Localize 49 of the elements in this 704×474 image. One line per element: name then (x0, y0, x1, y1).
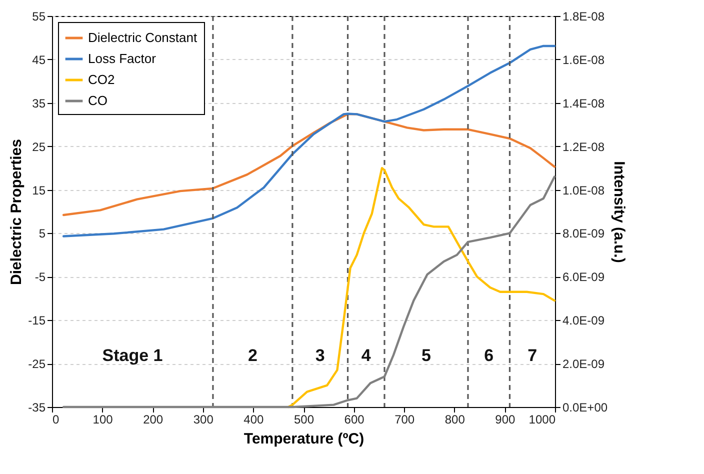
y2-axis-title: Intensity (a.u.) (610, 161, 628, 263)
y-tick-label: 45 (32, 52, 46, 67)
y2-tick-label: 2.0E-09 (562, 357, 605, 372)
y-tick-label: -25 (28, 357, 46, 372)
y-axis-title: Dielectric Properties (8, 139, 26, 285)
x-tick-label: 700 (394, 412, 415, 426)
legend-label: Dielectric Constant (88, 30, 198, 45)
y2-tick-label: 8.0E-09 (562, 226, 605, 241)
legend-label: CO2 (88, 72, 115, 87)
y2-tick-label: 4.0E-09 (562, 314, 605, 328)
annotation: Stage 1 (102, 346, 163, 365)
y-tick-label: 55 (32, 10, 46, 24)
annotation: 6 (484, 346, 494, 365)
x-tick-label: 100 (92, 412, 114, 426)
annotation: 2 (248, 346, 258, 365)
y-tick-label: 25 (32, 140, 46, 154)
x-tick-label: 500 (294, 412, 314, 426)
y2-tick-label: 1.4E-08 (562, 96, 605, 110)
y-tick-label: -5 (34, 270, 46, 284)
line-series (62, 44, 556, 238)
annotation: 5 (422, 346, 431, 365)
x-tick-label: 200 (143, 412, 164, 426)
x-tick-label: 400 (244, 412, 264, 426)
y2-tick-label: 6.0E-09 (562, 270, 605, 284)
legend-label: CO (88, 93, 108, 108)
line-series (62, 176, 556, 408)
y-tick-label: -35 (28, 400, 46, 414)
y2-tick-label: 1.0E-08 (562, 183, 605, 198)
y-tick-label: 5 (38, 226, 46, 241)
line-series (62, 113, 556, 216)
y2-tick-label: 0.0E+00 (562, 400, 608, 414)
annotation: 4 (361, 346, 372, 365)
annotation: 3 (315, 346, 325, 365)
line-series (287, 166, 556, 408)
x-tick-label: 0 (52, 412, 60, 426)
x-tick-label: 800 (444, 412, 466, 426)
y2-tick-label: 1.8E-08 (562, 10, 605, 24)
x-axis-title: Temperature (ºC) (244, 430, 364, 448)
legend-label: Loss Factor (88, 51, 157, 66)
annotation: 7 (528, 346, 538, 365)
y2-tick-label: 1.2E-08 (562, 140, 605, 154)
y-tick-label: 35 (32, 96, 46, 110)
y-tick-label: -15 (28, 314, 46, 328)
x-tick-label: 600 (344, 412, 365, 426)
x-tick-label: 300 (193, 412, 214, 426)
x-tick-label: 900 (495, 412, 516, 426)
x-tick-label: 1000 (528, 412, 556, 426)
y2-tick-label: 1.6E-08 (562, 52, 605, 67)
y-tick-label: 15 (32, 183, 46, 198)
